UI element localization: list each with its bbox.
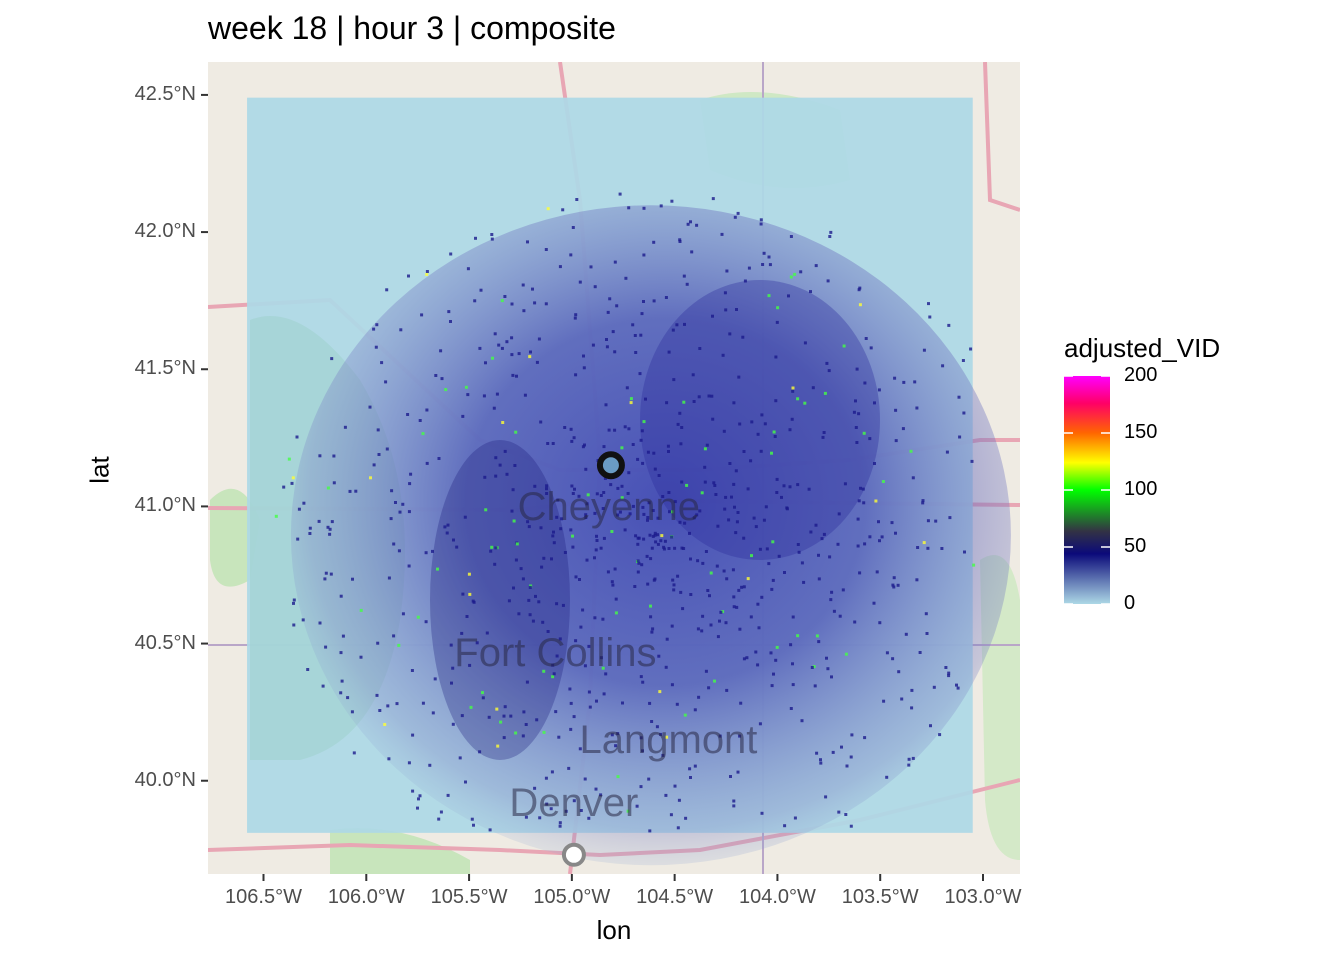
- legend-break-label: 50: [1124, 535, 1147, 557]
- x-tick-label: 103.0°W: [944, 886, 1022, 908]
- city-label: Denver: [509, 781, 639, 826]
- x-tick-label: 105.5°W: [430, 886, 508, 908]
- x-axis-ticks: [262, 874, 984, 881]
- basemap-greenery: [330, 828, 470, 874]
- y-tick-label: 40.0°N: [134, 768, 196, 791]
- legend-ticks: [1064, 375, 1110, 605]
- vid-density-core: [430, 440, 570, 760]
- x-tick-label: 106.0°W: [327, 886, 405, 908]
- y-axis-ticks: [201, 93, 208, 782]
- legend-title: adjusted_VID: [1064, 333, 1221, 363]
- y-tick-label: 42.0°N: [134, 220, 196, 243]
- vid-speckle: [274, 192, 976, 833]
- x-tick-label: 103.5°W: [841, 886, 919, 908]
- legend-break-label: 150: [1124, 421, 1158, 443]
- y-axis-label: lat: [84, 456, 115, 484]
- city-label: Langmont: [579, 718, 758, 763]
- plot-title: week 18 | hour 3 | composite: [208, 10, 616, 46]
- x-tick-label: 105.0°W: [533, 886, 611, 908]
- y-tick-label: 42.5°N: [134, 82, 196, 105]
- x-tick-label: 104.5°W: [636, 886, 714, 908]
- city-label: Fort Collins: [454, 630, 657, 675]
- legend-break-label: 200: [1124, 364, 1158, 386]
- denver-marker: [561, 842, 586, 867]
- radar-site-marker: [596, 451, 625, 480]
- y-tick-label: 40.5°N: [134, 631, 196, 654]
- y-tick-label: 41.5°N: [134, 357, 196, 380]
- city-label: Cheyenne: [517, 485, 701, 530]
- x-axis-label: lon: [596, 915, 632, 945]
- x-tick-label: 104.0°W: [738, 886, 816, 908]
- legend-break-label: 0: [1124, 592, 1136, 614]
- legend-break-label: 100: [1124, 478, 1158, 500]
- x-tick-label: 106.5°W: [225, 886, 302, 908]
- y-tick-label: 41.0°N: [134, 494, 196, 517]
